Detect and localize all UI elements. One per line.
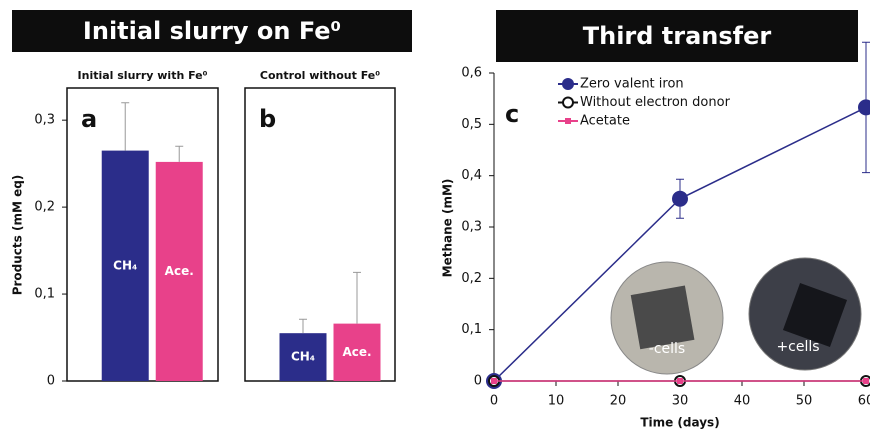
x-tick-label: 10: [548, 394, 565, 409]
panel-letter: a: [81, 105, 97, 133]
y-tick-label: 0,3: [34, 113, 55, 128]
chart-title: Third transfer: [583, 22, 772, 50]
y-tick-label: 0,1: [34, 287, 55, 302]
y-tick-label: 0,6: [461, 66, 482, 81]
bar-label: Ace.: [342, 345, 371, 359]
y-tick-label: 0: [474, 374, 482, 389]
panel-letter: b: [259, 105, 276, 133]
legend-label: Without electron donor: [580, 95, 731, 110]
photo-detail: [631, 286, 695, 350]
x-axis-label: Time (days): [640, 416, 719, 430]
y-tick-label: 0,5: [461, 117, 482, 132]
chart-title: Initial slurry on Fe⁰: [83, 17, 341, 45]
figure: Initial slurry on Fe⁰ Third transfer Pro…: [0, 0, 870, 431]
y-tick-label: 0,4: [461, 168, 482, 183]
y-tick-label: 0,3: [461, 220, 482, 235]
legend-label: Acetate: [580, 114, 630, 129]
bar-label: Ace.: [165, 264, 194, 278]
legend-marker: [565, 118, 571, 124]
annotation: +cells: [776, 339, 819, 355]
bar-label: CH₄: [113, 258, 137, 272]
annotation: -cells: [649, 341, 685, 357]
error-bar: [121, 103, 129, 151]
y-tick-label: 0,2: [461, 271, 482, 286]
legend-marker: [563, 98, 573, 108]
x-tick-label: 0: [490, 394, 498, 409]
x-tick-label: 40: [734, 394, 751, 409]
error-bar: [175, 146, 183, 162]
marker: [677, 378, 683, 384]
error-bar: [353, 272, 361, 323]
panel-subtitle: Initial slurry with Fe⁰: [78, 69, 208, 82]
y-axis-label: Products (mM eq): [11, 175, 25, 296]
y-tick-label: 0,2: [34, 200, 55, 215]
x-tick-label: 20: [610, 394, 627, 409]
legend-label: Zero valent iron: [580, 77, 684, 92]
marker: [858, 99, 870, 115]
marker: [863, 378, 869, 384]
x-tick-label: 30: [672, 394, 689, 409]
panel-letter: c: [505, 100, 519, 128]
error-bar: [299, 319, 307, 333]
marker: [491, 378, 497, 384]
x-tick-label: 60: [858, 394, 870, 409]
bar-label: CH₄: [291, 350, 315, 364]
y-axis-label: Methane (mM): [441, 179, 455, 278]
legend-marker: [562, 78, 574, 90]
y-tick-label: 0: [47, 374, 55, 389]
x-tick-label: 50: [796, 394, 813, 409]
y-tick-label: 0,1: [461, 322, 482, 337]
marker: [672, 191, 688, 207]
panel-subtitle: Control without Fe⁰: [260, 69, 380, 82]
